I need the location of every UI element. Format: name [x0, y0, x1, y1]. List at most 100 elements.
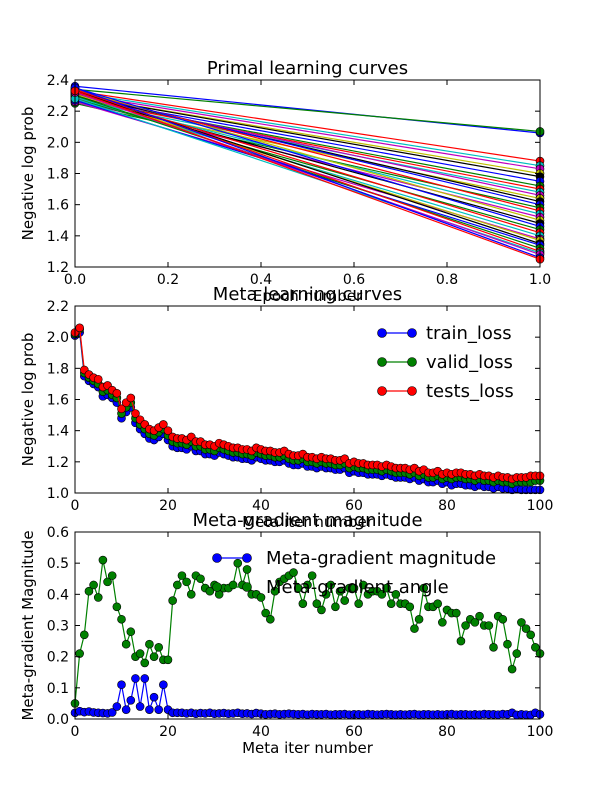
data-point [126, 695, 136, 705]
series-line [74, 98, 541, 190]
data-point [289, 568, 298, 577]
data-point [438, 618, 447, 627]
x-tick-label: 0.4 [250, 272, 272, 288]
data-point [358, 580, 368, 590]
chart-panel-1: 0.0 0.2 0.4 0.6 0.8 1.0 1.2 1.4 1.6 1.8 2.0 2.2 2.4 P… [19, 58, 551, 305]
series-tests_loss [70, 323, 545, 484]
legend: Meta-gradient magnitude Meta-gradient ang… [212, 548, 496, 598]
series-line [74, 93, 541, 203]
series-line [74, 91, 541, 167]
series-line [74, 85, 541, 134]
series-line [74, 96, 541, 237]
data-point [89, 580, 98, 590]
data-point [163, 426, 173, 435]
x-tick-label: 0.8 [436, 272, 458, 288]
y-tick-label: 1.8 [47, 167, 69, 183]
data-point [117, 404, 126, 414]
data-point [321, 590, 331, 599]
data-point [451, 608, 461, 618]
data-point [131, 674, 140, 683]
series-line [74, 87, 541, 259]
series-line [74, 95, 541, 249]
legend-item-Meta-gradient magnitude: Meta-gradient magnitude [212, 548, 496, 569]
legend-marker [377, 328, 387, 338]
data-point [489, 643, 498, 652]
data-point [498, 614, 508, 624]
data-point [205, 586, 215, 596]
data-point [75, 649, 84, 658]
data-point [507, 664, 517, 674]
data-point [140, 674, 150, 683]
x-tick-label: 0 [71, 498, 80, 514]
x-tick-label: 20 [159, 724, 177, 740]
y-tick-label: 1.4 [47, 229, 69, 245]
data-point [312, 599, 322, 608]
data-point [154, 705, 163, 714]
legend-marker [242, 553, 252, 563]
data-point [293, 583, 303, 593]
data-point [512, 649, 522, 658]
y-tick-label: 0.2 [47, 650, 69, 666]
x-tick-label: 80 [438, 724, 456, 740]
data-point [107, 571, 117, 580]
data-point [475, 611, 484, 621]
x-tick-label: 40 [252, 498, 270, 514]
data-point [307, 571, 317, 580]
y-tick-label: 1.2 [47, 455, 69, 471]
data-point [456, 636, 466, 646]
data-point [242, 565, 252, 574]
x-tick-label: 0 [71, 724, 80, 740]
data-point [503, 639, 512, 649]
x-tick-label: 60 [345, 724, 363, 740]
data-point [270, 586, 280, 596]
data-point [354, 599, 363, 608]
data-point [168, 596, 177, 605]
data-point [461, 621, 470, 630]
data-point [93, 593, 103, 602]
data-point [414, 614, 424, 624]
data-point [145, 705, 154, 714]
series-Meta-gradient magnitude [70, 674, 545, 720]
series-line [74, 87, 541, 228]
data-point [349, 583, 359, 593]
data-point [340, 596, 350, 605]
data-point [317, 605, 326, 615]
y-tick-label: 2.0 [47, 330, 69, 346]
y-tick-label: 2.2 [47, 104, 69, 120]
y-tick-label: 2.0 [47, 135, 69, 151]
data-point [335, 586, 345, 596]
data-point [107, 708, 117, 717]
data-point [391, 590, 401, 599]
x-tick-label: 60 [345, 498, 363, 514]
y-tick-label: 0.1 [47, 681, 69, 697]
data-point [377, 590, 387, 599]
data-point [154, 643, 163, 652]
data-point [331, 602, 340, 612]
data-point [163, 655, 173, 665]
data-point [112, 702, 122, 711]
data-point [410, 624, 419, 633]
x-axis-label: Meta iter number [242, 739, 374, 757]
chart-title: Meta learning curves [213, 284, 402, 305]
data-point [135, 649, 145, 658]
data-point [531, 643, 540, 652]
data-point [186, 590, 196, 599]
data-point [145, 639, 154, 649]
y-tick-label: 1.4 [47, 424, 69, 440]
chart-panel-2: 0 20 40 60 80 100 1.0 1.2 1.4 1.6 1.8 2.0 2.2 Meta le… [19, 284, 553, 531]
legend-marker [242, 582, 252, 592]
x-tick-label: 0.0 [64, 272, 86, 288]
y-tick-label: 1.6 [47, 393, 69, 409]
y-tick-label: 0.4 [47, 587, 69, 603]
y-tick-label: 0.0 [47, 712, 69, 728]
legend-label: Meta-gradient angle [266, 577, 449, 598]
data-point [298, 599, 308, 608]
data-point [98, 555, 108, 565]
y-tick-label: 1.8 [47, 361, 69, 377]
x-tick-label: 20 [159, 498, 177, 514]
data-point [526, 630, 536, 640]
y-axis-label: Negative log prob [19, 107, 37, 241]
x-tick-label: 80 [438, 498, 456, 514]
data-point [405, 602, 415, 612]
x-tick-label: 40 [252, 724, 270, 740]
